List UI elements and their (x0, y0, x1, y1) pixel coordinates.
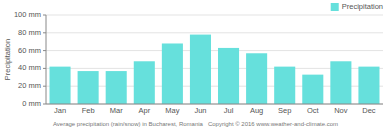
bar (134, 61, 155, 104)
bar (330, 61, 351, 104)
x-tick-label: Dec (362, 106, 376, 115)
bar (246, 53, 267, 104)
bar (50, 67, 71, 104)
legend: Precipitation (331, 2, 383, 11)
y-tick-label: 0 mm (22, 99, 41, 108)
bars (50, 35, 380, 104)
y-tick-label: 80 mm (18, 28, 41, 37)
chart-svg: 0 mm 20 mm 40 mm 60 mm 80 mm 100 mm Jan Feb Mar A… (0, 0, 391, 129)
x-tick-label: Oct (307, 106, 320, 115)
x-tick-label: Jul (224, 106, 234, 115)
bar (78, 71, 99, 104)
y-axis-title: Precipitation (3, 39, 12, 80)
y-tick-label: 100 mm (14, 10, 41, 19)
x-tick-label: Feb (82, 106, 95, 115)
bar (162, 43, 183, 104)
x-axis: Jan Feb Mar Apr May Jun Jul Aug Sep Oct Nov Dec (54, 106, 376, 115)
x-tick-label: Jan (54, 106, 66, 115)
bar (218, 48, 239, 104)
chart-container: 0 mm 20 mm 40 mm 60 mm 80 mm 100 mm Jan Feb Mar A… (0, 0, 391, 129)
y-tick-label: 20 mm (18, 81, 41, 90)
x-tick-label: Mar (110, 106, 123, 115)
x-tick-label: Jun (194, 106, 206, 115)
bar (190, 35, 211, 104)
grid-line (46, 32, 383, 33)
x-axis-title: Average precipitation (rain/snow) in Buc… (53, 121, 338, 127)
x-tick-label: Nov (334, 106, 348, 115)
bar (274, 67, 295, 104)
legend-swatch (331, 3, 339, 11)
x-axis-line (46, 104, 383, 105)
x-tick-label: Aug (250, 106, 263, 115)
y-axis-line (46, 15, 47, 104)
bar (106, 71, 127, 104)
y-axis: 0 mm 20 mm 40 mm 60 mm 80 mm 100 mm (14, 10, 46, 108)
bar (358, 67, 379, 104)
y-tick-label: 60 mm (18, 46, 41, 55)
x-tick-label: Sep (278, 106, 291, 115)
grid-line (46, 50, 383, 51)
bar (302, 75, 323, 104)
x-tick-label: May (165, 106, 179, 115)
grid-line (46, 104, 383, 105)
y-tick-label: 40 mm (18, 63, 41, 72)
grid-line (46, 15, 383, 16)
legend-label: Precipitation (342, 2, 383, 11)
x-tick-label: Apr (138, 106, 150, 115)
grid (46, 15, 383, 104)
